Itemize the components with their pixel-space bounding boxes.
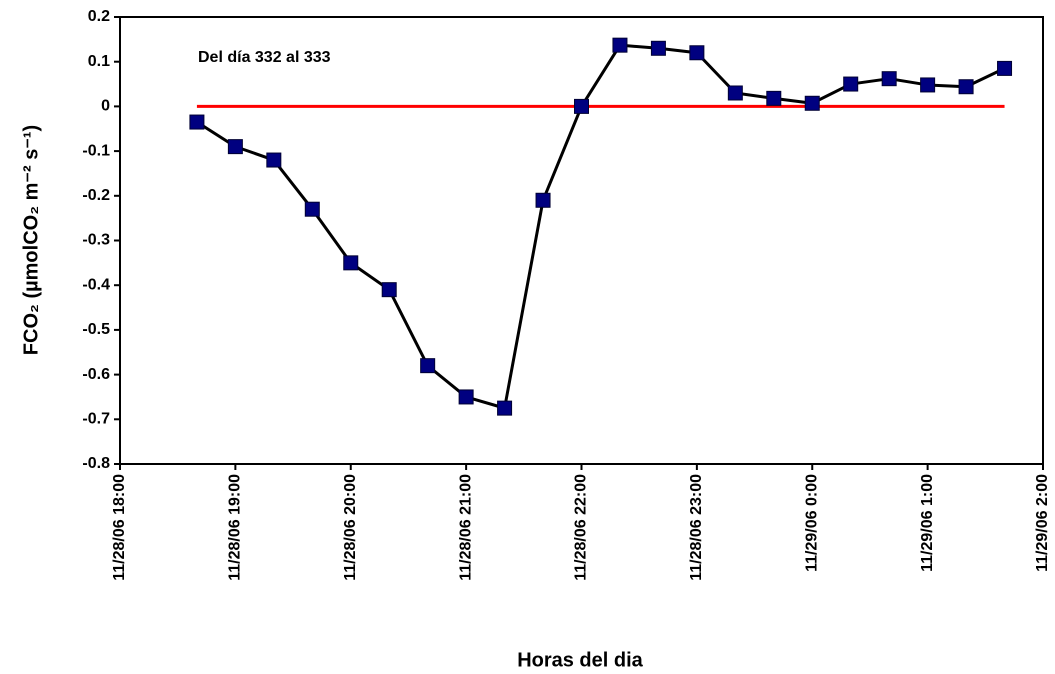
y-tick-label: -0.4 xyxy=(82,276,110,293)
marker xyxy=(189,114,205,130)
x-tick-label: 11/29/06 1:00 xyxy=(919,474,936,572)
x-tick-label: 11/28/06 18:00 xyxy=(111,474,128,581)
y-tick-label: -0.7 xyxy=(82,411,110,428)
annotation: Del día 332 al 333 xyxy=(198,49,331,66)
marker xyxy=(458,389,474,405)
marker xyxy=(843,76,859,92)
x-axis-label: Horas del dia xyxy=(517,649,643,671)
marker xyxy=(497,400,513,416)
plot-frame xyxy=(119,16,1044,465)
x-tick-label: 11/28/06 20:00 xyxy=(342,474,359,581)
y-tick-label: -0.8 xyxy=(82,455,110,472)
marker xyxy=(650,40,666,56)
marker xyxy=(920,77,936,93)
x-tick-label: 11/28/06 19:00 xyxy=(227,474,244,581)
y-tick-label: -0.1 xyxy=(82,142,110,159)
marker xyxy=(881,71,897,87)
y-tick-label: -0.6 xyxy=(82,366,110,383)
marker xyxy=(689,45,705,61)
marker xyxy=(612,37,628,53)
x-tick-label: 11/28/06 23:00 xyxy=(688,474,705,581)
marker xyxy=(304,201,320,217)
y-tick-label: -0.2 xyxy=(82,187,110,204)
x-tick-label: 11/29/06 0:00 xyxy=(803,474,820,572)
y-tick-label: -0.5 xyxy=(82,321,110,338)
marker xyxy=(381,282,397,298)
data-line xyxy=(196,43,1006,410)
y-axis-label: FCO₂ (µmolCO₂ m⁻² s⁻¹) xyxy=(20,125,42,355)
x-tick-label: 11/28/06 22:00 xyxy=(573,474,590,581)
x-tick-label: 11/28/06 21:00 xyxy=(457,474,474,581)
y-tick-label: 0 xyxy=(101,98,110,115)
y-tick-label: 0.2 xyxy=(88,8,110,25)
marker xyxy=(227,139,243,155)
marker xyxy=(266,152,282,168)
marker xyxy=(574,98,589,114)
marker xyxy=(958,79,974,95)
marker xyxy=(804,95,820,111)
y-tick-label: -0.3 xyxy=(82,232,110,249)
marker xyxy=(535,192,551,208)
marker xyxy=(727,85,743,101)
marker xyxy=(997,60,1013,76)
x-tick-label: 11/29/06 2:00 xyxy=(1034,474,1051,572)
y-tick-label: 0.1 xyxy=(88,53,110,70)
marker xyxy=(420,358,436,374)
marker xyxy=(343,255,359,271)
marker xyxy=(766,90,782,106)
